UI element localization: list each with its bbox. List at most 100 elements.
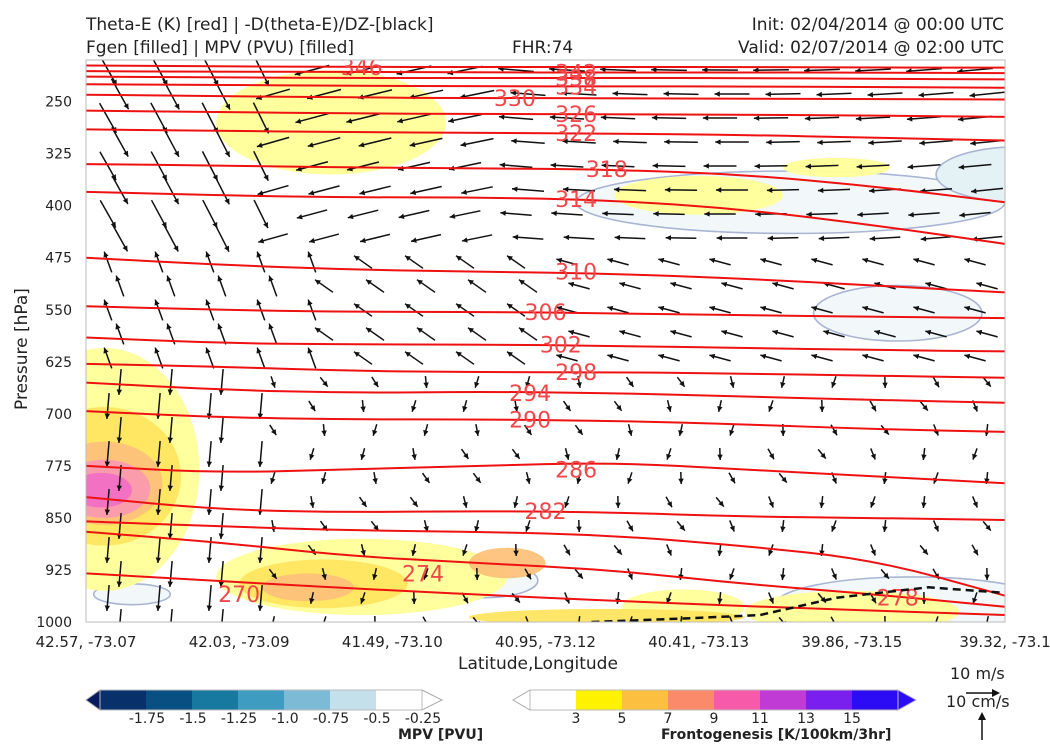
wind-arrowhead: [607, 257, 614, 264]
x-tick-0: 42.57, -73.07: [36, 633, 137, 651]
wind-arrowhead: [984, 622, 989, 628]
wind-arrowhead: [423, 382, 429, 388]
wind-arrowhead: [225, 103, 230, 110]
wind-arrow: [499, 163, 533, 169]
wind-arrowhead: [658, 305, 665, 312]
wind-arrowhead: [717, 454, 723, 460]
fgen-area-13: [262, 573, 355, 602]
wind-arrowhead: [462, 597, 468, 604]
wind-arrowhead: [359, 189, 366, 196]
wind-arrowhead: [760, 353, 767, 360]
wind-arrowhead: [780, 574, 786, 580]
x-tick-4: 40.41, -73.13: [648, 633, 749, 651]
wind-arrowhead: [717, 406, 723, 412]
wind-arrow: [358, 137, 392, 147]
wind-arrow: [855, 116, 891, 120]
theta-e-label-294: 294: [509, 382, 551, 407]
wind-arrowhead: [115, 323, 121, 330]
wind-arrowhead: [411, 237, 417, 243]
wind-arrowhead: [754, 163, 760, 169]
wind-arrowhead: [511, 186, 518, 192]
wind-arrowhead: [372, 429, 378, 436]
wind-arrow: [408, 89, 444, 99]
fgen-tick-6: 15: [843, 711, 861, 727]
wind-arrowhead: [651, 115, 658, 121]
wind-arrowhead: [412, 500, 418, 507]
wind-arrowhead: [256, 251, 262, 258]
wind-arrowhead: [103, 251, 109, 258]
wind-arrowhead: [874, 329, 881, 336]
wind-arrow: [346, 161, 380, 171]
wind-arrowhead: [619, 281, 626, 288]
wind-arrowhead: [780, 526, 786, 532]
wind-arrowhead: [257, 461, 264, 467]
theta-e-contour-310: [86, 256, 1005, 294]
wind-arrowhead: [218, 581, 225, 587]
theta-e-contour-270: [86, 572, 1005, 617]
wind-arrowhead: [984, 574, 990, 580]
wind-arrowhead: [729, 381, 735, 388]
wind-arrowhead: [467, 327, 474, 333]
wind-arrowhead: [666, 405, 672, 412]
wind-arrowhead: [506, 351, 513, 357]
wind-arrowhead: [462, 405, 468, 412]
wind-arrowhead: [322, 380, 328, 387]
wind-arrowhead: [760, 305, 767, 312]
wind-arrowhead: [772, 329, 779, 336]
wind-arrowhead: [307, 142, 314, 148]
wind-arrowhead: [862, 305, 869, 312]
wind-arrowhead: [666, 453, 672, 460]
wind-arrowhead: [506, 303, 513, 309]
wind-arrowhead: [205, 347, 211, 354]
wind-arrowhead: [115, 275, 121, 282]
fgen-colorbar-label: Frontogenesis [K/100km/3hr]: [661, 727, 892, 743]
theta-e-contour-298: [86, 362, 1005, 379]
wind-arrowhead: [155, 557, 162, 563]
wind-arrowhead: [224, 198, 230, 205]
wind-arrowhead: [600, 114, 607, 121]
wind-arrowhead: [256, 142, 263, 148]
wind-arrowhead: [564, 453, 570, 460]
wind-arrow: [868, 140, 902, 144]
wind-arrow: [459, 89, 495, 99]
header-fhr: FHR:74: [512, 38, 574, 58]
wind-arrowhead: [714, 91, 720, 97]
wind-arrowhead: [116, 437, 123, 443]
wind-arrowhead: [206, 605, 213, 611]
wind-arrowhead: [310, 405, 316, 412]
wind-arrowhead: [526, 428, 532, 435]
wind-arrowhead: [314, 279, 321, 285]
wind-arrow: [346, 113, 380, 123]
wind-arrowhead: [404, 351, 411, 357]
wind-arrow: [101, 60, 118, 86]
theta-e-label-278: 278: [877, 587, 919, 612]
wind-arrow: [162, 175, 180, 205]
wind-arrowhead: [373, 524, 379, 531]
wind-arrowhead: [781, 476, 787, 483]
wind-arrowhead: [550, 162, 557, 169]
wind-arrowhead: [729, 429, 735, 436]
wind-arrowhead: [664, 139, 670, 145]
y-tick-775: 775: [45, 459, 72, 475]
wind-arrowhead: [616, 404, 622, 411]
fgen-tick-4: 11: [751, 711, 769, 727]
wind-arrow: [907, 164, 941, 168]
wind-arrowhead: [358, 142, 365, 148]
wind-arrowhead: [958, 164, 965, 170]
wind-arrowhead: [270, 622, 275, 628]
wind-arrowhead: [614, 234, 621, 241]
wind-arrowhead: [867, 91, 874, 98]
wind-arrowhead: [155, 461, 162, 467]
wind-arrowhead: [268, 323, 274, 330]
wind-arrowhead: [717, 550, 723, 556]
wind-arrowhead: [154, 347, 160, 354]
wind-arrow: [498, 67, 534, 73]
wind-arrowhead: [715, 139, 721, 145]
wind-arrowhead: [353, 303, 360, 309]
wind-arrowhead: [767, 235, 774, 241]
wind-arrowhead: [411, 405, 417, 412]
wind-arrowhead: [972, 405, 978, 412]
wind-arrow: [958, 163, 992, 169]
mpv-colorbar-frame: [99, 689, 423, 711]
wind-arrowhead: [295, 118, 302, 124]
